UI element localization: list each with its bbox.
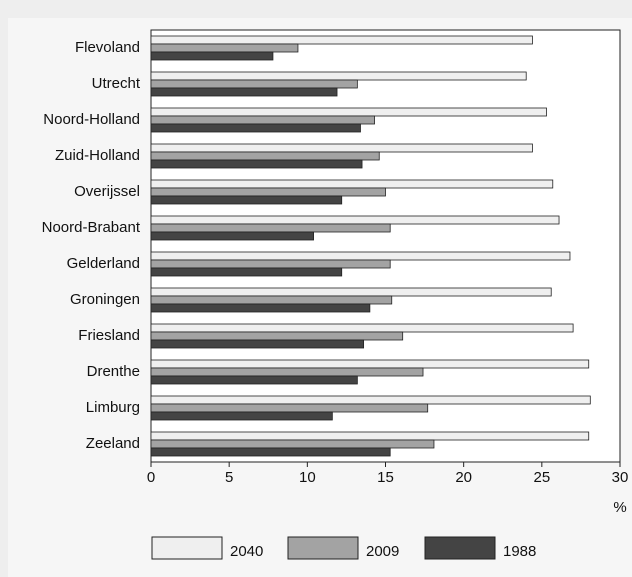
legend-label: 2040 — [230, 543, 263, 560]
y-tick-label: Flevoland — [75, 39, 140, 56]
y-tick-label: Noord-Holland — [43, 111, 140, 128]
y-tick-label: Noord-Brabant — [42, 219, 141, 236]
bar — [150, 287, 552, 297]
bar — [150, 359, 590, 369]
y-tick-label: Zeeland — [86, 435, 140, 452]
bar — [150, 339, 365, 349]
bar — [150, 195, 343, 205]
bar — [150, 107, 547, 117]
x-tick-label: 30 — [612, 469, 629, 486]
x-tick-label: 0 — [147, 469, 155, 486]
legend-swatch — [287, 536, 359, 560]
bar — [150, 323, 574, 333]
bar — [150, 447, 391, 457]
bar — [150, 223, 391, 233]
bar — [150, 411, 333, 421]
x-axis-label: % — [613, 499, 626, 516]
x-tick-label: 20 — [455, 469, 472, 486]
bar — [150, 151, 380, 161]
bar — [150, 51, 274, 61]
y-tick-label: Friesland — [78, 327, 140, 344]
x-tick-label: 25 — [533, 469, 550, 486]
y-tick-label: Utrecht — [92, 75, 141, 92]
y-tick-label: Groningen — [70, 291, 140, 308]
bar — [150, 187, 386, 197]
bar — [150, 35, 533, 45]
legend-swatch — [151, 536, 223, 560]
y-tick-label: Gelderland — [67, 255, 140, 272]
bar — [150, 123, 361, 133]
bar — [150, 79, 358, 89]
bar — [150, 259, 391, 269]
plot-area — [150, 29, 621, 463]
bar — [150, 375, 358, 385]
bar — [150, 295, 393, 305]
bar — [150, 231, 314, 241]
legend-swatch — [424, 536, 496, 560]
bar — [150, 43, 299, 53]
bar — [150, 215, 560, 225]
bar — [150, 331, 404, 341]
bar — [150, 267, 343, 277]
y-tick-label: Zuid-Holland — [55, 147, 140, 164]
bar — [150, 143, 533, 153]
legend-label: 2009 — [366, 543, 399, 560]
bar — [150, 251, 571, 261]
legend-label: 1988 — [503, 543, 536, 560]
bar — [150, 115, 375, 125]
x-tick-label: 15 — [377, 469, 394, 486]
bar — [150, 403, 429, 413]
bar — [150, 367, 424, 377]
x-tick-label: 5 — [225, 469, 233, 486]
bar — [150, 159, 363, 169]
bar — [150, 303, 371, 313]
bar — [150, 179, 554, 189]
bar — [150, 431, 590, 441]
bar — [150, 71, 527, 81]
bar — [150, 439, 435, 449]
y-tick-label: Limburg — [86, 399, 140, 416]
y-tick-label: Drenthe — [87, 363, 140, 380]
bar — [150, 87, 338, 97]
y-tick-label: Overijssel — [74, 183, 140, 200]
bar — [150, 395, 591, 405]
x-tick-label: 10 — [299, 469, 316, 486]
